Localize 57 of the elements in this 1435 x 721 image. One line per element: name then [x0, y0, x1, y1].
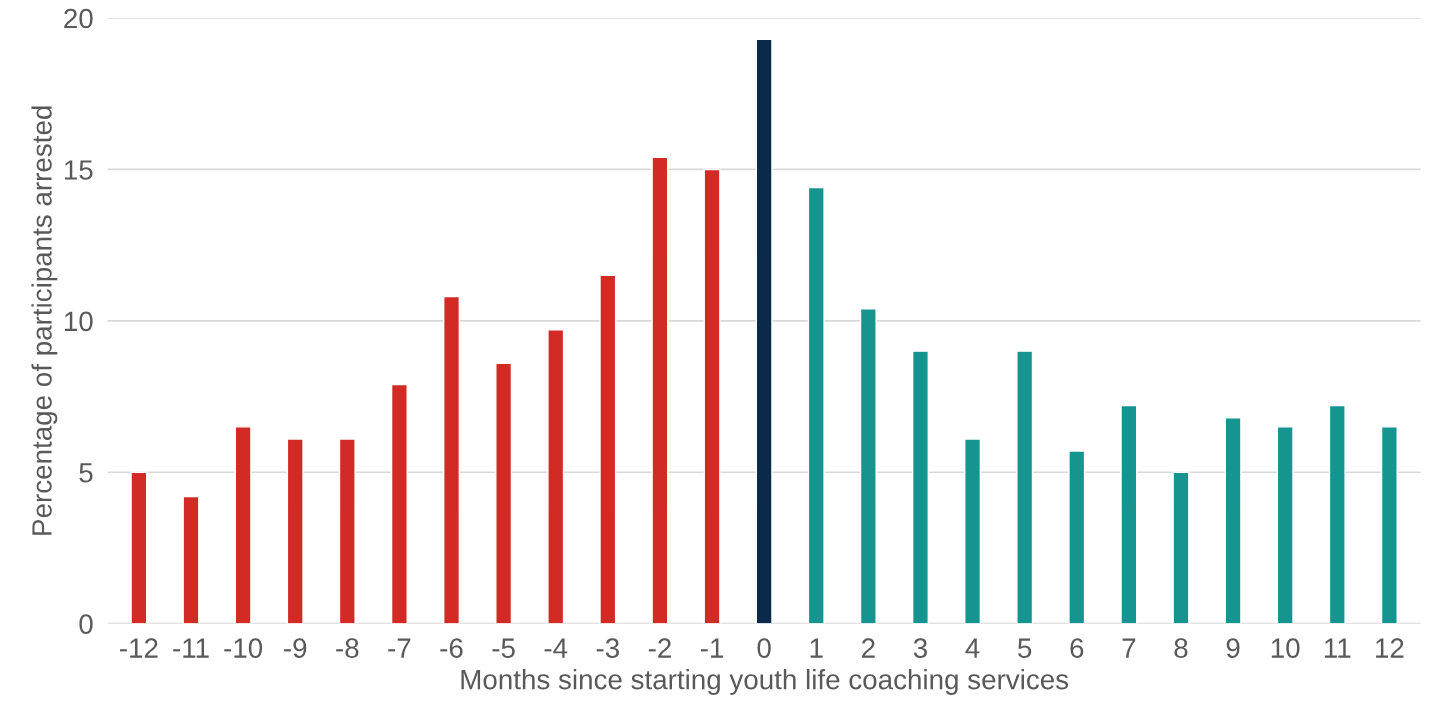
x-tick-label: -11 — [173, 638, 209, 658]
x-tick-label: -9 — [284, 638, 307, 658]
bar — [1276, 426, 1294, 624]
bar — [911, 350, 929, 624]
x-axis-title: Months since starting youth life coaching services — [461, 669, 1069, 695]
x-tick-label: 1 — [810, 638, 823, 658]
bar — [651, 156, 669, 624]
x-tick-label: 4 — [965, 638, 980, 658]
x-tick-label: -8 — [336, 638, 359, 658]
x-tick-label: 2 — [862, 638, 875, 658]
x-tick-label: 9 — [1226, 638, 1240, 658]
bar — [703, 168, 721, 624]
bar — [599, 274, 617, 624]
x-tick-label: -12 — [120, 638, 158, 658]
bar — [443, 295, 461, 624]
x-tick-label: -2 — [648, 638, 671, 658]
x-tick-label: 0 — [757, 638, 771, 658]
x-tick-label: 5 — [1018, 638, 1032, 658]
bar — [1016, 350, 1034, 624]
y-tick-label: 5 — [79, 463, 93, 483]
bar — [964, 438, 982, 624]
x-tick-label: -6 — [440, 638, 463, 658]
x-tick-label: -7 — [388, 638, 411, 658]
x-tick-label: 7 — [1122, 638, 1136, 658]
y-axis-title: Percentage of participants arrested — [31, 106, 58, 535]
bar — [1120, 404, 1138, 624]
y-tick-label: 0 — [79, 614, 93, 634]
x-tick-label: 6 — [1070, 638, 1084, 658]
x-tick-label: -3 — [596, 638, 619, 658]
x-tick-label: 10 — [1271, 638, 1300, 658]
y-tick-label: 20 — [64, 8, 93, 29]
bar — [390, 383, 408, 624]
bar — [234, 426, 252, 624]
bar — [1068, 450, 1086, 624]
x-tick-label: 8 — [1174, 638, 1188, 658]
bar — [1328, 404, 1346, 624]
x-tick-label: -5 — [492, 638, 515, 658]
bar — [495, 362, 513, 624]
bar — [1224, 417, 1242, 624]
bar — [130, 471, 148, 624]
bar — [547, 329, 565, 624]
x-tick-label: -1 — [700, 638, 724, 658]
bar — [338, 438, 356, 624]
bar — [755, 38, 773, 624]
x-tick-label: 12 — [1376, 638, 1404, 658]
bar — [807, 186, 825, 624]
x-tick-label: -10 — [224, 638, 263, 658]
y-tick-label: 15 — [64, 160, 93, 180]
bar — [859, 308, 877, 624]
y-tick-label: 10 — [64, 311, 93, 332]
x-tick-label: -4 — [544, 638, 568, 658]
x-tick-label: 3 — [913, 638, 927, 658]
bar — [1172, 471, 1190, 624]
x-tick-label: 11 — [1324, 638, 1351, 658]
bar — [286, 438, 304, 624]
bar — [182, 495, 200, 624]
bar — [1380, 426, 1398, 624]
